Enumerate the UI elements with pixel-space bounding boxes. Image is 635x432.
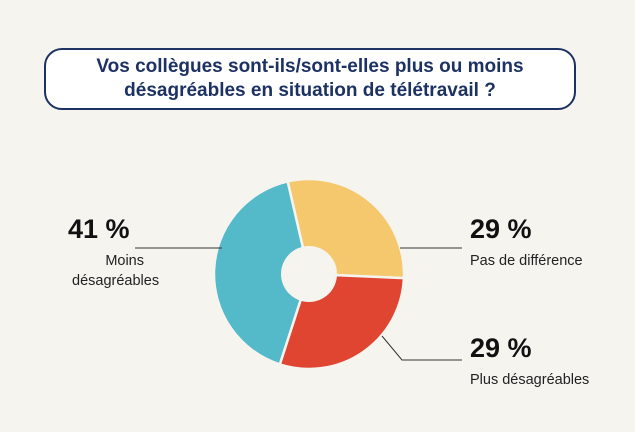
- leader-line-plus: [381, 335, 462, 361]
- value-label-plus: 29 %: [470, 333, 532, 363]
- question-title: Vos collègues sont-ils/sont-elles plus o…: [96, 56, 524, 101]
- category-label-pas-de-difference: Pas de différence: [470, 253, 583, 269]
- value-label-moins: 41 %: [68, 214, 130, 244]
- category-label-plus: Plus désagréables: [470, 372, 590, 388]
- question-title-box: Vos collègues sont-ils/sont-elles plus o…: [44, 48, 576, 110]
- category-label-moins: Moins désagréables: [72, 253, 160, 289]
- slice-moins-desagreables: [212, 179, 311, 366]
- donut-hole: [281, 246, 337, 302]
- value-label-pas-de-difference: 29 %: [470, 214, 532, 244]
